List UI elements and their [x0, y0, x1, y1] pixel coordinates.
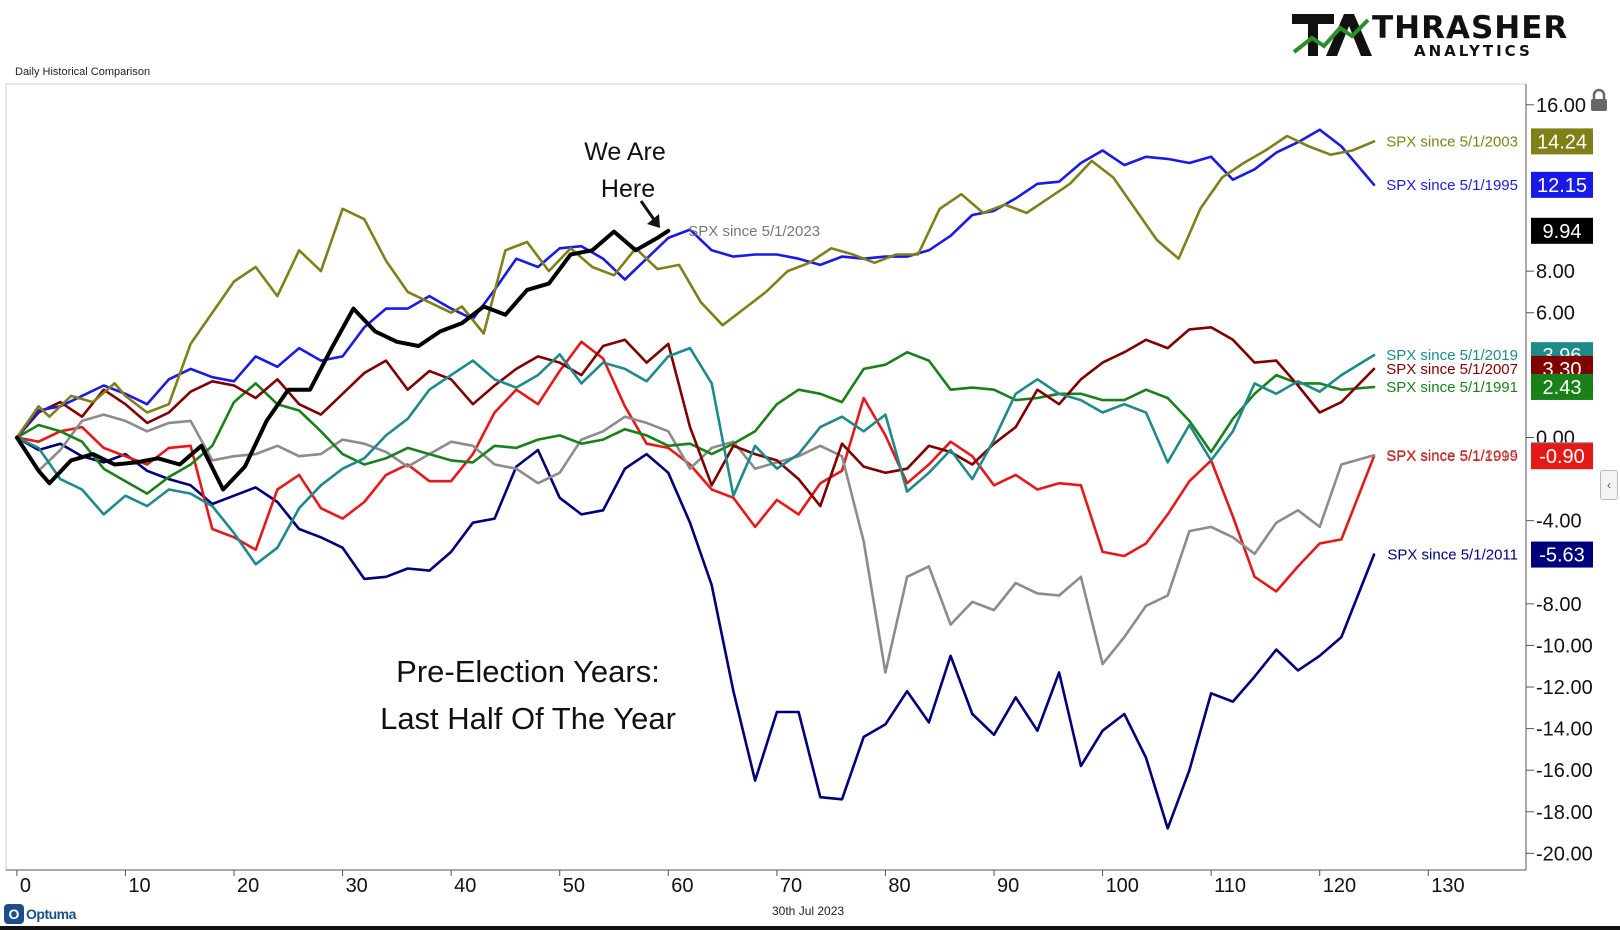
value-badge-label-s1999: -0.90: [1539, 446, 1585, 468]
x-tick-label: 130: [1431, 875, 1464, 897]
we-are-here-arrow: [639, 200, 657, 222]
x-tick-label: 120: [1323, 875, 1356, 897]
x-tick-label: 10: [128, 875, 150, 897]
chart-annotation-title-2: Last Half Of The Year: [380, 701, 676, 736]
lock-icon[interactable]: [1588, 88, 1610, 112]
series-line-s1991: [15, 350, 1376, 495]
series-label-s2019: SPX since 5/1/2019: [1386, 347, 1518, 364]
brand-name: THRASHER: [1372, 10, 1569, 46]
optuma-logo-text: Optuma: [26, 906, 76, 922]
y-tick-label: 6.00: [1536, 303, 1575, 325]
y-tick-label: 8.00: [1536, 261, 1575, 283]
y-axis-ticks: 16.008.006.000.00-4.00-8.00-10.00-12.00-…: [1526, 95, 1593, 865]
y-tick-label: -18.00: [1536, 802, 1593, 824]
value-badge-s2003: [1531, 128, 1593, 155]
value-badge-label-s2023: 9.94: [1543, 221, 1582, 243]
value-badge-label-s2011: -5.63: [1539, 545, 1585, 567]
series-label-s2007: SPX since 5/1/2007: [1386, 361, 1518, 378]
y-tick-label: 16.00: [1536, 95, 1586, 117]
series-line-s1995: [15, 128, 1376, 439]
series-label-s2023: SPX since 5/1/2023: [688, 223, 820, 240]
x-tick-label: 50: [563, 875, 585, 897]
optuma-mark-icon: O: [4, 904, 24, 924]
value-badge-label-s1991: 2.43: [1543, 377, 1582, 399]
plot-frame: [5, 83, 1527, 871]
value-badge-s1991: [1531, 373, 1593, 400]
x-tick-label: 20: [237, 875, 259, 897]
x-tick-label: 70: [780, 875, 802, 897]
x-tick-label: 80: [888, 875, 910, 897]
value-badge-s1995: [1531, 171, 1593, 198]
chart-header-label: Daily Historical Comparison: [15, 66, 151, 78]
series-labels: SPX since 5/1/2003 SPX since 5/1/1995 SPX …: [688, 133, 1518, 563]
x-tick-label: 100: [1106, 875, 1139, 897]
brand-logo: THRASHER ANALYTICS: [1290, 8, 1590, 60]
y-tick-label: -4.00: [1536, 511, 1582, 533]
collapse-panel-chevron-icon[interactable]: ‹: [1600, 470, 1618, 500]
series-label-s2003: SPX since 5/1/2003: [1386, 133, 1518, 150]
series-line-s2007: [15, 326, 1376, 508]
series-line-s2011: [15, 436, 1376, 830]
x-tick-label: 60: [671, 875, 693, 897]
series-line-s2023: [14, 228, 671, 492]
x-tick-label: 110: [1214, 875, 1246, 897]
optuma-logo: O Optuma: [4, 903, 76, 925]
ta-logo-icon: [1292, 14, 1372, 56]
series-label-s1999: SPX since 5/1/1999: [1386, 448, 1518, 465]
value-badges: 14.2412.159.943.963.302.43-0.85-0.90-5.6…: [1531, 128, 1593, 568]
series-line-s2003: [15, 134, 1376, 439]
x-tick-label: 40: [454, 875, 476, 897]
series-label-s1995: SPX since 5/1/1995: [1386, 177, 1518, 194]
series-label-s2011: SPX since 5/1/2011: [1387, 547, 1518, 564]
value-badge-s2023: [1531, 217, 1593, 244]
series-layer: [14, 128, 1376, 830]
y-tick-label: -14.00: [1536, 719, 1593, 741]
series-label-s2015: SPX since 5/1/2015: [1386, 447, 1518, 464]
series-line-s2015: [15, 413, 1376, 674]
value-badge-s2011: [1531, 541, 1593, 568]
series-line-s2019: [15, 346, 1376, 566]
we-are-here-line-1: We Are: [584, 138, 666, 166]
series-label-s1991: SPX since 5/1/1991: [1386, 379, 1518, 396]
value-badge-label-s1995: 12.15: [1537, 175, 1587, 197]
brand-subtitle: ANALYTICS: [1414, 42, 1533, 60]
x-axis-ticks: 0 10 20 30 40 50 60 70 80 90 100 110 120 130: [16, 870, 1465, 897]
we-are-here-line-2: Here: [601, 175, 655, 203]
y-tick-label: -12.00: [1536, 677, 1593, 699]
footer-date: 30th Jul 2023: [772, 904, 845, 918]
x-tick-label: 30: [346, 875, 368, 897]
footer-bar: [0, 926, 1620, 930]
y-tick-label: -10.00: [1536, 635, 1593, 657]
y-tick-label: -20.00: [1536, 843, 1593, 865]
chart-annotation-title-1: Pre-Election Years:: [396, 654, 660, 689]
y-tick-label: -16.00: [1536, 760, 1593, 782]
we-are-here-arrowhead: [647, 214, 660, 228]
value-badge-s1999: [1531, 443, 1593, 470]
x-tick-label: 90: [997, 875, 1019, 897]
x-tick-label: 0: [20, 875, 31, 897]
y-tick-label: -8.00: [1536, 594, 1582, 616]
value-badge-label-s2003: 14.24: [1537, 131, 1587, 153]
